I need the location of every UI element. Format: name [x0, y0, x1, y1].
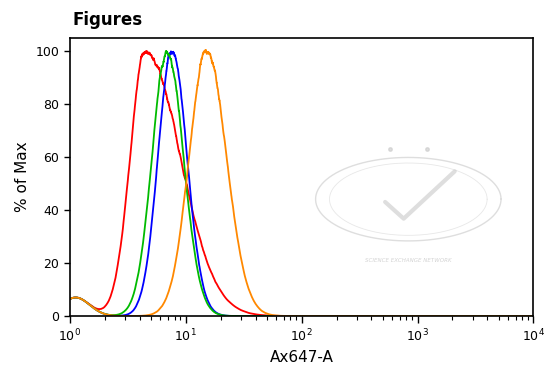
- Y-axis label: % of Max: % of Max: [15, 142, 30, 212]
- Text: Figures: Figures: [73, 11, 143, 29]
- Text: SCIENCE EXCHANGE NETWORK: SCIENCE EXCHANGE NETWORK: [365, 258, 451, 263]
- X-axis label: Ax647-A: Ax647-A: [270, 350, 334, 365]
